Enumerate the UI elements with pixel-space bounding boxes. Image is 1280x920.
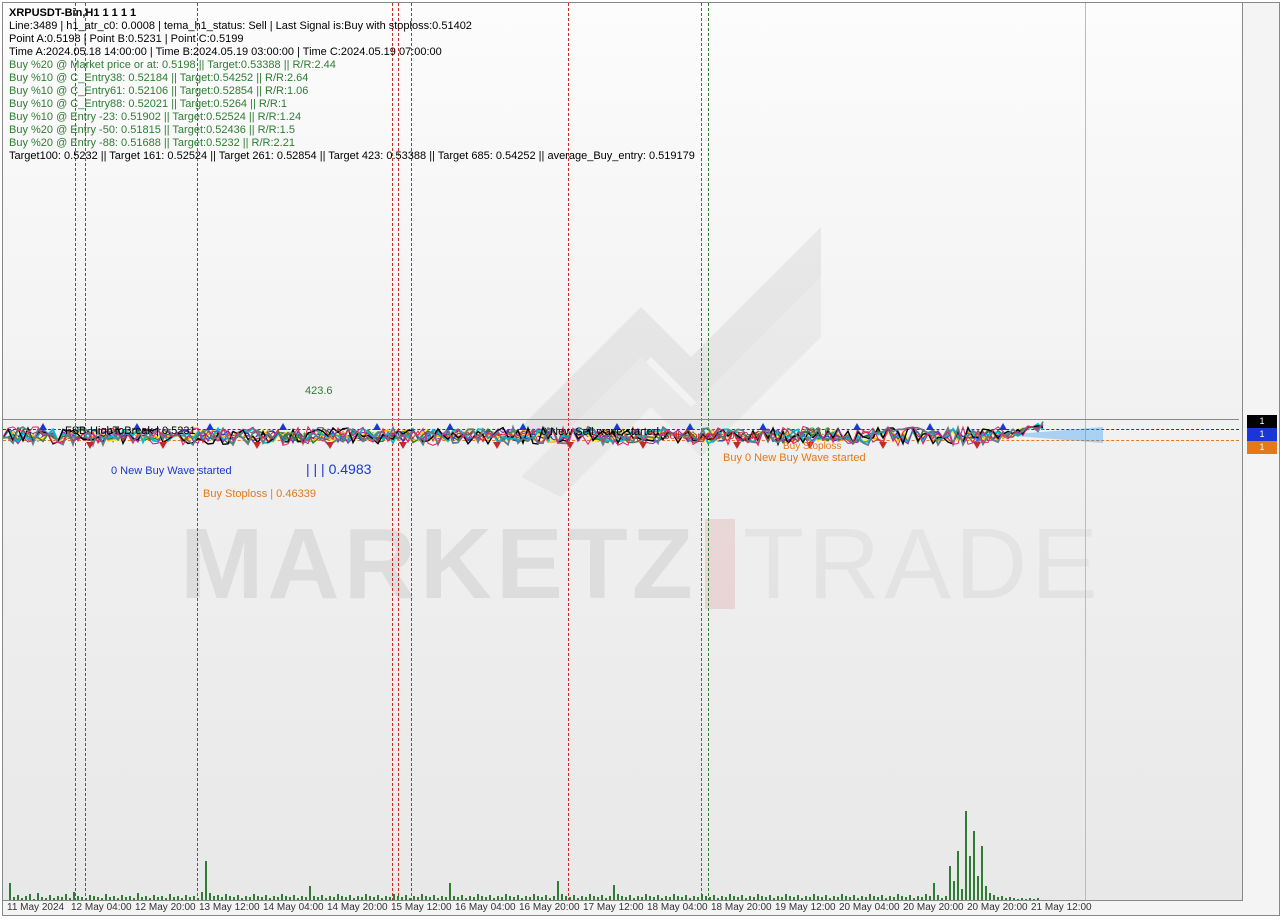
volume-bar — [965, 811, 967, 901]
volume-bar — [985, 886, 987, 901]
chart-annotation: 0 New Buy Wave started — [111, 465, 232, 477]
info-line: Target100: 0.5232 || Target 161: 0.52524… — [9, 150, 695, 163]
time-tick: 16 May 04:00 — [455, 902, 516, 913]
time-axis: 11 May 2024 12 May 04:0012 May 20:0013 Ma… — [3, 900, 1243, 915]
symbol-timeframe: XRPUSDT-Bin,H1 1 1 1 1 — [9, 7, 695, 20]
chart-info-overlay: XRPUSDT-Bin,H1 1 1 1 1 Line:3489 | h1_at… — [9, 7, 695, 163]
time-tick: 19 May 12:00 — [775, 902, 836, 913]
time-tick: 13 May 12:00 — [199, 902, 260, 913]
time-tick: 14 May 04:00 — [263, 902, 324, 913]
info-line: Buy %10 @ Entry -23: 0.51902 || Target:0… — [9, 111, 695, 124]
price-tag: 1 — [1247, 428, 1277, 441]
horizontal-line — [3, 419, 1239, 420]
time-tick: 14 May 20:00 — [327, 902, 388, 913]
time-tick: 11 May 2024 — [7, 902, 64, 913]
watermark-text-1: MARKETZ — [180, 507, 697, 622]
time-tick: 16 May 20:00 — [519, 902, 580, 913]
price-scale: 111 — [1242, 3, 1279, 915]
price-tag: 1 — [1247, 441, 1277, 454]
price-tag: 1 — [1247, 415, 1277, 428]
volume-bar — [973, 831, 975, 901]
volume-bar — [981, 846, 983, 901]
volume-bar — [933, 883, 935, 901]
chart-annotation: 0 New Sell wave started — [541, 426, 659, 438]
volume-bar — [953, 881, 955, 901]
time-tick: 15 May 12:00 — [391, 902, 452, 913]
volume-bar — [957, 851, 959, 901]
vertical-line — [701, 3, 702, 901]
chart-annotation: Buy Stoploss — [783, 441, 841, 452]
info-line: Time A:2024.05.18 14:00:00 | Time B:2024… — [9, 46, 695, 59]
time-tick: 20 May 04:00 — [839, 902, 900, 913]
watermark-bar-icon — [705, 519, 735, 609]
trading-chart[interactable]: MARKETZ TRADE XRPUSDT-Bin,H1 1 1 1 1 Lin… — [2, 2, 1280, 916]
time-tick: 20 May 20:00 — [903, 902, 964, 913]
volume-histogram — [3, 781, 1243, 901]
time-tick: 20 May 20:00 — [967, 902, 1028, 913]
chart-annotation: 423.6 — [305, 385, 333, 397]
time-tick: 12 May 20:00 — [135, 902, 196, 913]
watermark-logo-icon — [441, 147, 841, 547]
info-line: Buy %10 @ C_Entry61: 0.52106 || Target:0… — [9, 85, 695, 98]
volume-bar — [557, 881, 559, 901]
horizontal-line — [3, 440, 1239, 441]
time-tick: 18 May 20:00 — [711, 902, 772, 913]
chart-annotation: 423.6 — [803, 426, 831, 438]
volume-bar — [205, 861, 207, 901]
info-line: Buy %20 @ Entry -88: 0.51688 || Target:0… — [9, 137, 695, 150]
time-tick: 21 May 12:00 — [1031, 902, 1092, 913]
volume-bar — [613, 885, 615, 901]
chart-annotation: Target — [278, 431, 306, 442]
volume-bar — [9, 883, 11, 901]
volume-bar — [949, 866, 951, 901]
time-tick: 18 May 04:00 — [647, 902, 708, 913]
vertical-line — [708, 3, 709, 901]
info-line: Buy %10 @ C_Entry88: 0.52021 || Target:0… — [9, 98, 695, 111]
chart-annotation: FSB-HighToBreak | 0.5231 — [65, 425, 196, 437]
chart-annotation: | | | 0.4983 — [306, 461, 371, 477]
time-tick: 17 May 12:00 — [583, 902, 644, 913]
chart-annotation: Buy Stoploss | 0.46339 — [203, 488, 316, 500]
info-line: Buy %20 @ Market price or at: 0.5198 || … — [9, 59, 695, 72]
volume-bar — [977, 876, 979, 901]
chart-annotation: Sell Stoploss | 0.5249 — [663, 431, 760, 442]
info-line: Buy %10 @ C_Entry38: 0.52184 || Target:0… — [9, 72, 695, 85]
watermark-text-2: TRADE — [743, 507, 1102, 622]
info-line: Buy %20 @ Entry -50: 0.51815 || Target:0… — [9, 124, 695, 137]
vertical-line — [1085, 3, 1086, 901]
time-tick: 12 May 04:00 — [71, 902, 132, 913]
info-line: Point A:0.5198 | Point B:0.5231 | Point … — [9, 33, 695, 46]
volume-bar — [969, 856, 971, 901]
info-line: Line:3489 | h1_atr_c0: 0.0008 | tema_h1_… — [9, 20, 695, 33]
volume-bar — [449, 883, 451, 901]
volume-bar — [309, 886, 311, 901]
chart-annotation: Buy 0 New Buy Wave started — [723, 452, 866, 464]
